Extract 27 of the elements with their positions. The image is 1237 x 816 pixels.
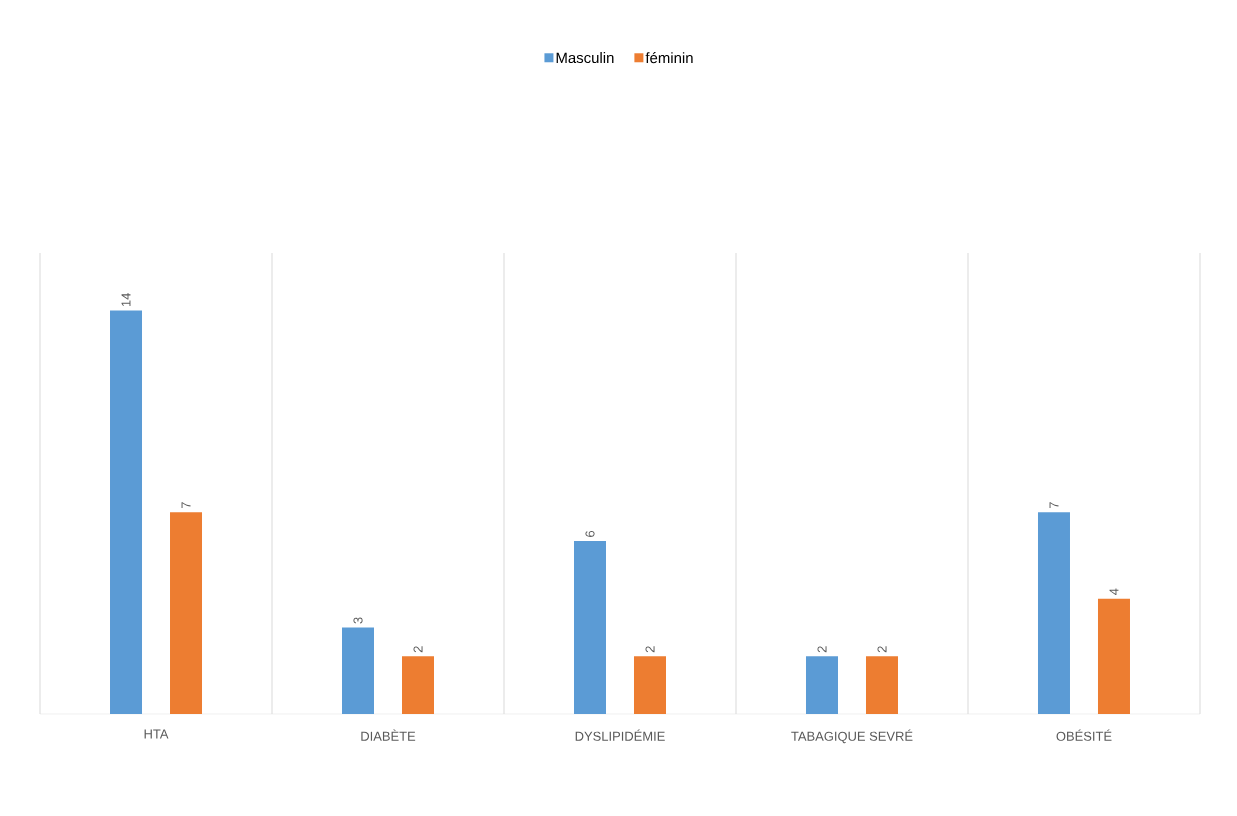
data-label: 3	[353, 617, 363, 624]
x-tick-label: OBÉSITÉ	[1056, 729, 1112, 741]
bar	[110, 310, 143, 714]
data-label: 14	[121, 293, 131, 307]
legend-label: Masculin	[556, 52, 614, 64]
data-label: 7	[1049, 502, 1059, 509]
bar	[866, 656, 898, 714]
data-label: 4	[1109, 588, 1119, 595]
bar	[402, 656, 434, 714]
data-label: 7	[181, 502, 191, 509]
bar	[634, 656, 666, 714]
x-tick-label: DIABÈTE	[361, 729, 416, 741]
bar	[574, 541, 606, 714]
x-tick-label: HTA	[144, 729, 169, 739]
data-label: 2	[817, 646, 827, 653]
data-label: 2	[413, 646, 423, 653]
data-label: 2	[645, 646, 655, 653]
data-label: 2	[877, 646, 887, 653]
bar	[806, 656, 838, 714]
legend-label: féminin	[645, 52, 693, 64]
x-tick-label: DYSLIPIDÉMIE	[575, 729, 665, 741]
data-label: 6	[585, 530, 595, 537]
x-tick-label: TABAGIQUE SEVRÉ	[791, 729, 913, 744]
bar	[170, 512, 203, 714]
bar	[1097, 598, 1130, 714]
bar	[342, 627, 374, 714]
bar	[1037, 512, 1070, 714]
